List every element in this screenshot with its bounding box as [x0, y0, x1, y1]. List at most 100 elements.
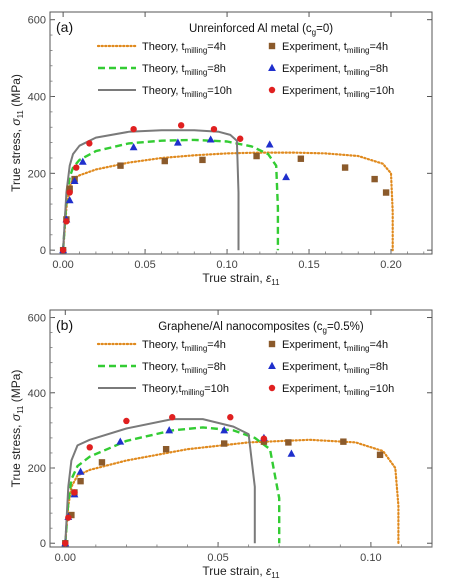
plot-area [61, 414, 400, 547]
legend: Theory, tmilling=4h Theory, tmilling=8h Th… [96, 41, 394, 99]
series-line-1 [61, 138, 280, 251]
x-tick-label: 0.05 [207, 552, 228, 564]
data-point-triangle [282, 172, 290, 181]
data-point-circle [62, 540, 69, 547]
series-line-0 [64, 438, 400, 545]
data-point-circle [63, 218, 70, 225]
data-point-triangle [220, 426, 229, 434]
legend-marker-swatch [268, 86, 276, 94]
data-point-square [162, 445, 170, 453]
plot-frame [49, 309, 433, 548]
data-point-circle [65, 514, 72, 521]
legend: Theory, tmilling=4h Theory, tmilling=8h Th… [96, 339, 394, 397]
legend-entry: Theory,tmilling=10h [142, 383, 229, 397]
legend-entry: Experiment, tmilling=10h [282, 383, 394, 397]
y-tick-label: 400 [28, 388, 46, 400]
data-point-triangle [116, 437, 125, 445]
legend-entry: Experiment, tmilling=8h [282, 63, 388, 77]
legend-marker-swatch [268, 340, 276, 348]
data-point-square [98, 459, 106, 466]
y-axis-label: True stress, σ11 (MPa) [9, 370, 25, 488]
legend-entry: Experiment, tmilling=4h [282, 339, 388, 353]
y-tick-label: 400 [28, 92, 46, 104]
legend-entry: Theory, tmilling=8h [142, 63, 226, 77]
panel-label: (b) [56, 317, 73, 333]
data-point-square [161, 157, 168, 165]
y-tick-label: 0 [40, 245, 46, 257]
data-point-triangle [65, 196, 74, 204]
data-point-square [220, 440, 228, 447]
x-axis-label: True strain, ε11 [202, 271, 280, 287]
y-axis-label: True stress, σ11 (MPa) [9, 74, 25, 192]
data-point-circle [66, 189, 73, 196]
x-tick-label: 0.00 [55, 552, 76, 564]
legend-entry: Theory, tmilling=10h [142, 85, 232, 99]
data-point-circle [73, 164, 80, 171]
y-tick-label: 600 [28, 313, 46, 325]
chart-panel-b: 0.00 0.05 0.10 0 200 400 600 True strain, ε11 Tr… [9, 309, 433, 580]
legend-marker-swatch [268, 384, 276, 392]
data-point-square [340, 438, 347, 445]
series-line-2 [64, 418, 256, 544]
data-point-circle [210, 125, 218, 133]
panel-title: Graphene/Al nanocomposites (cg=0.5%) [158, 321, 364, 335]
legend-marker-swatch [268, 361, 276, 369]
x-tick-label: 0.05 [134, 259, 155, 271]
legend-entry: Theory, tmilling=4h [142, 41, 226, 55]
data-point-triangle [206, 135, 215, 143]
series-line-2 [62, 129, 240, 251]
data-point-triangle [265, 140, 274, 148]
legend-marker-swatch [268, 42, 276, 50]
data-point-circle [130, 125, 137, 133]
data-point-circle [86, 444, 93, 451]
data-point-square [371, 175, 378, 183]
data-point-square [297, 155, 305, 162]
legend-marker-swatch [268, 63, 276, 71]
data-point-circle [236, 135, 244, 142]
y-tick-label: 600 [28, 15, 46, 27]
data-point-square [341, 164, 349, 171]
data-point-square [77, 477, 84, 485]
y-tick-label: 0 [40, 538, 46, 550]
data-point-triangle [129, 143, 138, 151]
series-line-1 [64, 426, 281, 544]
data-point-circle [59, 246, 67, 254]
data-point-triangle [173, 138, 182, 146]
data-point-triangle [165, 426, 174, 434]
x-tick-label: 0.00 [52, 259, 73, 271]
legend-entry: Theory, tmilling=4h [142, 339, 226, 353]
data-point-square [117, 162, 124, 169]
data-point-square [285, 439, 292, 446]
series-line-0 [61, 151, 394, 252]
y-tick-label: 200 [28, 463, 46, 475]
data-point-circle [177, 122, 185, 129]
data-point-circle [169, 414, 176, 421]
data-point-triangle [78, 157, 87, 165]
legend-entry: Theory, tmilling=8h [142, 361, 226, 375]
legend-entry: Experiment, tmilling=10h [282, 85, 394, 99]
plot-frame [49, 11, 433, 255]
data-point-square [382, 189, 390, 196]
x-tick-label: 0.10 [360, 552, 381, 564]
data-point-circle [71, 489, 78, 496]
data-point-triangle [70, 176, 79, 185]
data-point-square [376, 451, 384, 459]
data-point-triangle [287, 449, 296, 457]
legend-entry: Experiment, tmilling=8h [282, 361, 388, 375]
data-point-circle [227, 414, 234, 421]
legend-entry: Experiment, tmilling=4h [282, 41, 388, 55]
chart-panel-a: 0.00 0.05 0.10 0.15 0.20 0 200 400 600 True strai… [9, 11, 433, 287]
x-tick-label: 0.15 [298, 259, 319, 271]
x-tick-label: 0.10 [216, 259, 237, 271]
data-point-circle [86, 140, 93, 147]
x-axis-label: True strain, ε11 [202, 564, 280, 580]
plot-area [59, 122, 394, 254]
data-point-triangle [76, 467, 85, 475]
panel-title: Unreinforced Al metal (cg=0) [189, 23, 333, 37]
y-tick-label: 200 [28, 168, 46, 180]
data-point-square [68, 511, 75, 519]
data-point-square [253, 152, 260, 160]
data-point-square [199, 156, 206, 164]
x-tick-label: 0.20 [380, 259, 401, 271]
